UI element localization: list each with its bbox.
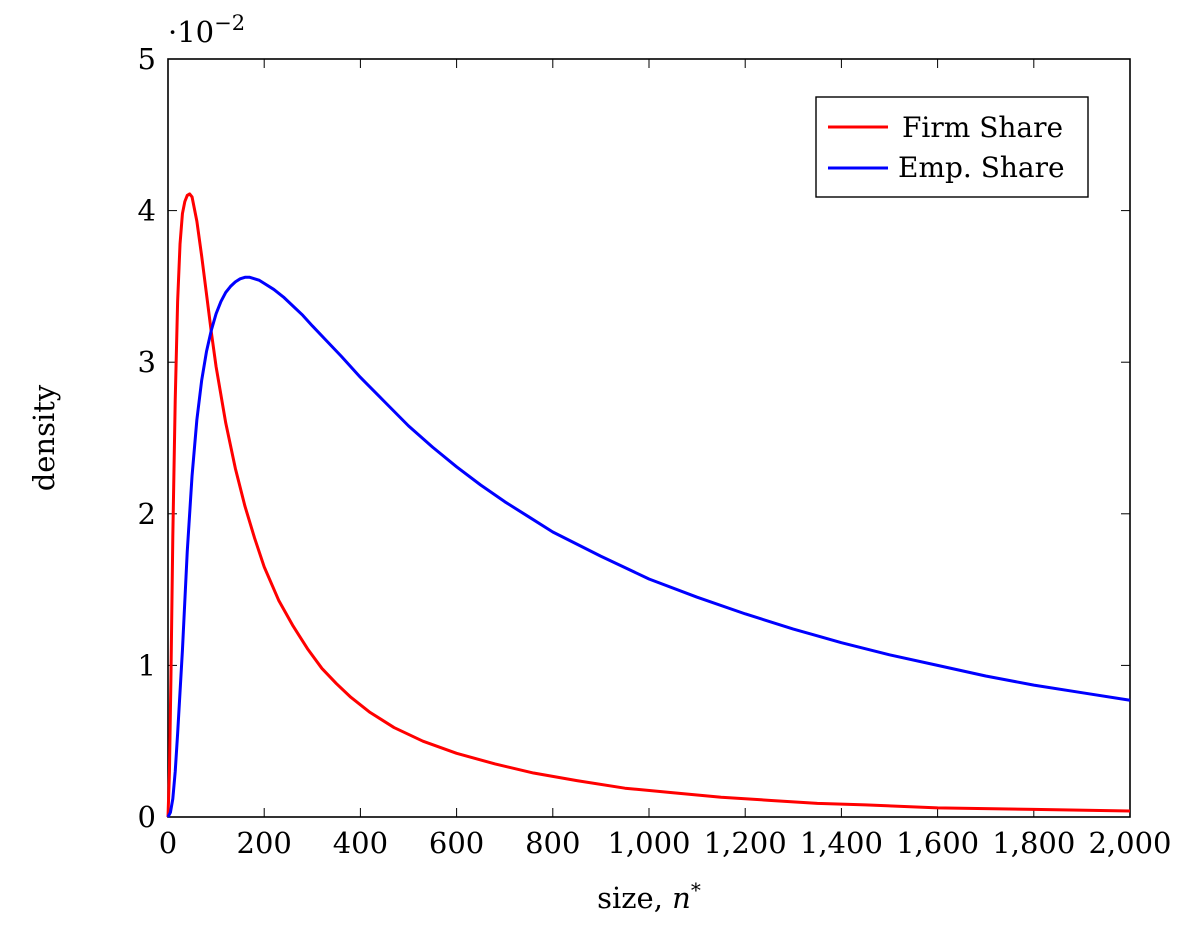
x-tick-label: 600	[429, 826, 484, 860]
y-multiplier: ·10−2	[168, 11, 245, 49]
series-line-emp-share	[166, 275, 1131, 818]
series-line-firm-share	[166, 192, 1131, 818]
legend: Firm Share Emp. Share	[815, 96, 1089, 198]
y-tick-label: 1	[138, 648, 156, 682]
y-tick-labels: 0 1 2 3 4 5	[138, 42, 156, 834]
y-tick-label: 3	[138, 345, 156, 379]
x-tick-label: 1,000	[607, 826, 690, 860]
x-tick-label: 1,800	[992, 826, 1075, 860]
x-tick-label: 1,600	[896, 826, 979, 860]
y-tick-label: 2	[138, 497, 156, 531]
x-tick-label: 800	[525, 826, 580, 860]
x-axis-title: size, n*	[597, 878, 701, 915]
x-tick-label: 1,400	[800, 826, 883, 860]
x-tick-label: 400	[333, 826, 388, 860]
y-tick-label: 0	[138, 800, 156, 834]
y-axis-title: density	[27, 384, 61, 491]
y-tick-label: 5	[138, 42, 156, 76]
x-tick-label: 1,200	[704, 826, 787, 860]
legend-label-firm-share: Firm Share	[902, 111, 1063, 144]
y-tick-label: 4	[138, 194, 156, 228]
tick-marks	[167, 58, 1131, 818]
x-tick-label: 0	[159, 826, 177, 860]
x-tick-label: 2,000	[1088, 826, 1171, 860]
x-tick-label: 200	[237, 826, 292, 860]
series-layer	[166, 192, 1131, 818]
x-tick-labels: 0 200 400 600 800 1,000 1,200 1,400 1,600 1,800 2,…	[159, 826, 1172, 860]
legend-box	[815, 96, 1089, 198]
legend-label-emp-share: Emp. Share	[898, 151, 1065, 184]
